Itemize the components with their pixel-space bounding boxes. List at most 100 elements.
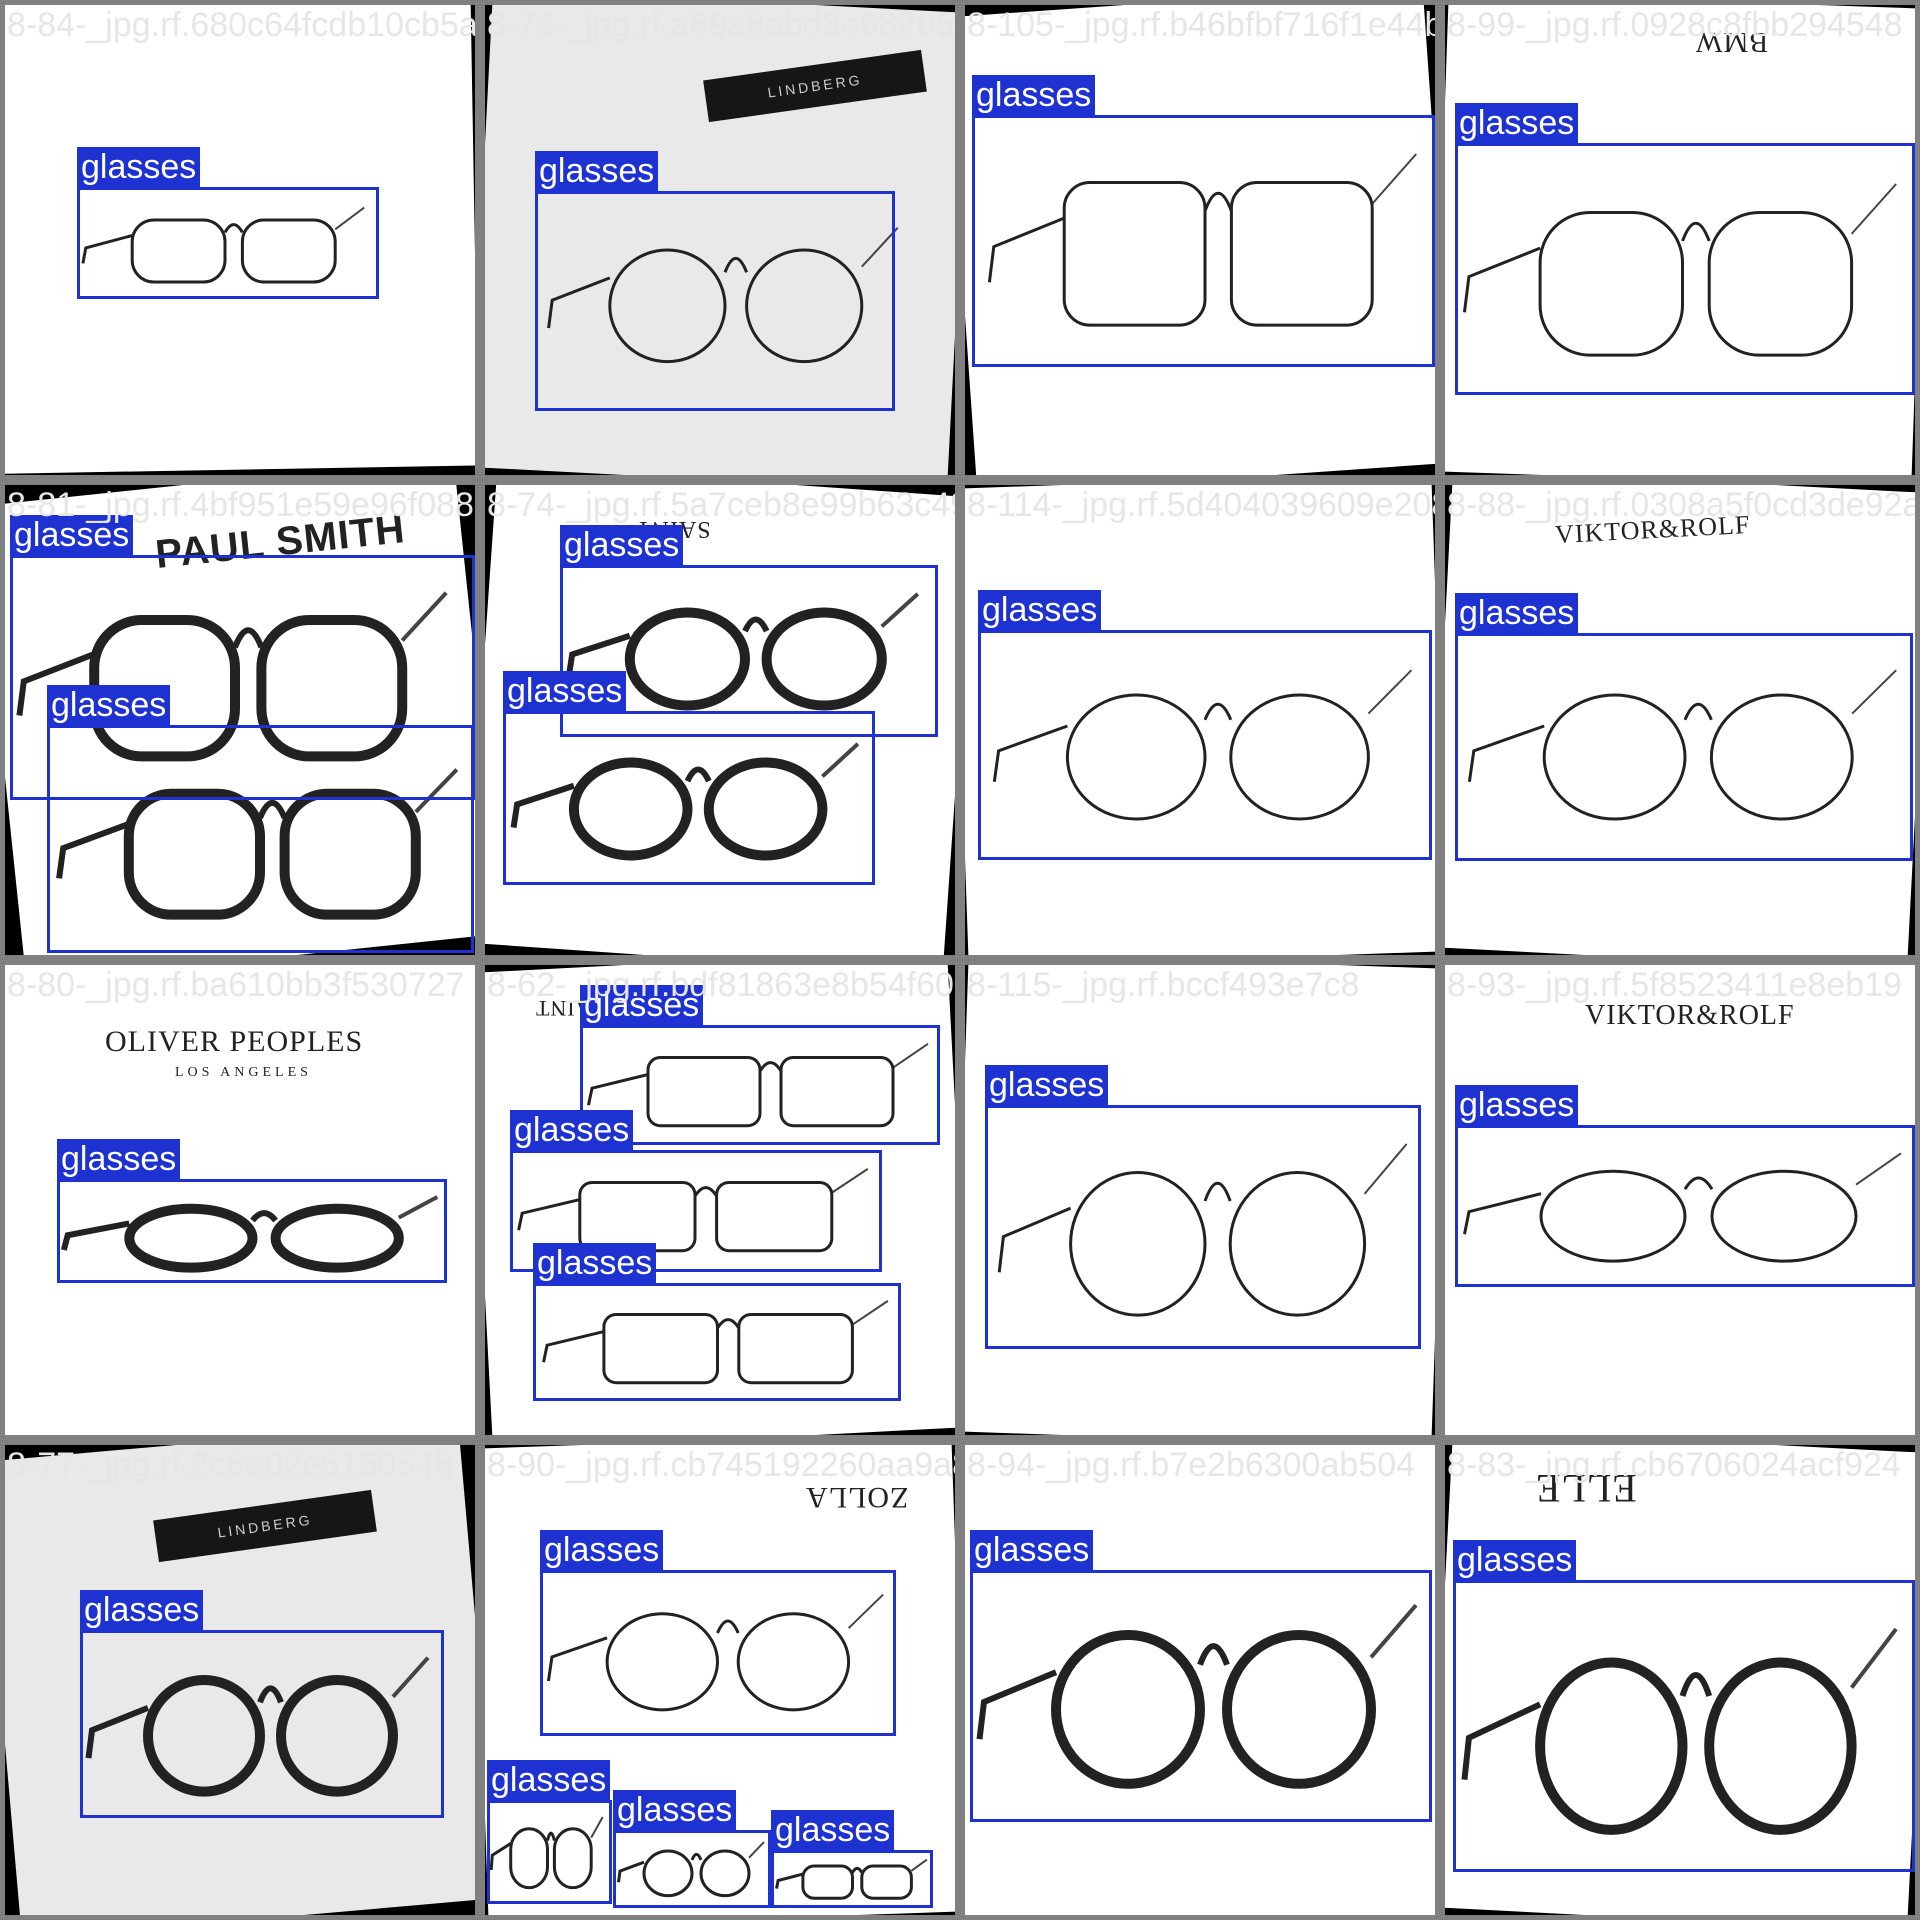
detection-box: glasses [1455, 103, 1915, 395]
detection-box: glasses [985, 1065, 1421, 1349]
glasses-object [995, 1115, 1415, 1345]
glasses-object [1460, 155, 1905, 385]
glasses-object [80, 195, 370, 295]
glasses-object [545, 205, 905, 385]
detection-box: glasses [503, 671, 875, 885]
glasses-frame-drawing [617, 1841, 765, 1898]
glasses-frame-drawing [565, 592, 920, 711]
glasses-object [545, 1575, 890, 1730]
glasses-object [1465, 645, 1905, 845]
glasses-frame-drawing [587, 1043, 929, 1128]
detection-label: glasses [535, 151, 659, 191]
detection-label: glasses [80, 1590, 204, 1630]
detection-label: glasses [1455, 103, 1579, 143]
image-tile: VIKTOR&ROLF glasses 8-93-_jpg.rf.5f8523411… [1445, 965, 1915, 1435]
image-tile: glasses 8-114-_jpg.rf.5d404039609e208 [965, 485, 1435, 955]
glasses-object [489, 1805, 605, 1900]
detection-label: glasses [978, 590, 1102, 630]
glasses-frame-drawing [1461, 1627, 1898, 1835]
glasses-object [565, 575, 925, 725]
detection-box: glasses [57, 1139, 447, 1283]
image-tile: LINDBERG glasses 8-73-_jpg.rf.a89a8abd3e68… [485, 5, 955, 475]
glasses-object [540, 1287, 895, 1397]
tile-filename: 8-88-_jpg.rf.0308a5f0cd3de92a7 [1447, 486, 1915, 524]
glasses-object [985, 125, 1425, 355]
glasses-object [775, 1853, 930, 1905]
detection-box: glasses [1455, 593, 1913, 861]
detection-box: glasses [580, 985, 940, 1145]
image-tile: glasses 8-94-_jpg.rf.b7e2b6300ab504 [965, 1445, 1435, 1915]
glasses-frame-drawing [987, 153, 1417, 327]
glasses-object [60, 1185, 445, 1280]
tile-filename: 8-105-_jpg.rf.b46bfbf716f1e44b69 [967, 6, 1435, 44]
tile-filename: 8-115-_jpg.rf.bccf493e7c8 [967, 966, 1360, 1004]
tile-filename: 8-99-_jpg.rf.0928c8fbb294548 [1447, 6, 1903, 44]
image-tile: SAINTglassesglasses8-74-_jpg.rf.5a7ceb8e… [485, 485, 955, 955]
detection-label: glasses [47, 685, 171, 725]
glasses-frame-drawing [489, 1816, 604, 1890]
glasses-object [585, 1030, 935, 1140]
tile-filename: 8-94-_jpg.rf.b7e2b6300ab504 [967, 1446, 1416, 1484]
detection-box: glasses [510, 1110, 882, 1272]
tile-filename: 8-93-_jpg.rf.5f8523411e8eb19 [1447, 966, 1902, 1004]
glasses-frame-drawing [56, 768, 459, 920]
detection-label: glasses [487, 1760, 611, 1800]
detection-box: glasses [560, 525, 938, 737]
detection-box: glasses [47, 685, 474, 953]
detection-label: glasses [510, 1110, 634, 1150]
tile-filename: 8-62-_jpg.rf.bdf81863e8b54f60 [487, 966, 954, 1004]
glasses-frame-drawing [510, 742, 860, 861]
photo-background [5, 965, 475, 1435]
detection-box: glasses [540, 1530, 896, 1736]
detection-box: glasses [972, 75, 1435, 367]
glasses-frame-drawing [547, 227, 899, 364]
brand-subtext: LOS ANGELES [175, 1065, 312, 1080]
tile-filename: 8-83-_jpg.rf.cb6706024acf924 [1447, 1446, 1901, 1484]
glasses-object [1460, 1135, 1910, 1280]
tile-filename: 8-114-_jpg.rf.5d404039609e208 [967, 486, 1435, 524]
detection-box: glasses [970, 1530, 1432, 1822]
detection-label: glasses [970, 1530, 1094, 1570]
detection-label: glasses [503, 671, 627, 711]
detection-label: glasses [972, 75, 1096, 115]
glasses-frame-drawing [60, 1195, 439, 1273]
image-tile: LINDBERG glasses 8-77-_jpg.rf.2c6e02e51505… [5, 1445, 475, 1915]
detection-box: glasses [613, 1790, 771, 1908]
brand-text: OLIVER PEOPLES [105, 1025, 364, 1058]
image-tile: OLIVER PEOPLES LOS ANGELES glasses 8-80-_jp… [5, 965, 475, 1435]
image-tile: ZOLLA glasses glasses glasses glasses 8-90-_j… [485, 1445, 955, 1915]
image-tile: glasses 8-115-_jpg.rf.bccf493e7c8 [965, 965, 1435, 1435]
brand-text: VIKTOR&ROLF [1585, 1000, 1795, 1031]
glasses-frame-drawing [546, 1593, 884, 1712]
image-tile: BMW glasses 8-99-_jpg.rf.0928c8fbb294548 [1445, 5, 1915, 475]
glasses-object [975, 1575, 1425, 1815]
detection-box: glasses [533, 1243, 901, 1401]
tile-filename: 8-73-_jpg.rf.a89a8abd3e68205223 [487, 6, 955, 44]
glasses-object [510, 725, 865, 875]
detection-label: glasses [771, 1810, 895, 1850]
glasses-object [85, 1635, 435, 1815]
detection-box: glasses [1455, 1085, 1915, 1287]
glasses-frame-drawing [85, 1656, 430, 1797]
image-tile: SAINT glasses glasses glasses 8-62-_jpg.rf.b… [485, 965, 955, 1435]
glasses-object [990, 645, 1420, 845]
detection-label: glasses [613, 1790, 737, 1830]
image-tile: VIKTOR&ROLF glasses 8-88-_jpg.rf.0308a5f0c… [1445, 485, 1915, 955]
glasses-frame-drawing [1463, 1152, 1902, 1263]
image-tile: glasses 8-84-_jpg.rf.680c64fcdb10cb5a3769… [5, 5, 475, 475]
detection-label: glasses [57, 1139, 181, 1179]
tile-filename: 8-81-_jpg.rf.4bf951e59e96f088 [7, 486, 474, 524]
tile-filename: 8-84-_jpg.rf.680c64fcdb10cb5a376998d1e56 [7, 6, 475, 44]
glasses-frame-drawing [992, 669, 1413, 821]
glasses-frame-drawing [81, 206, 365, 284]
detection-label: glasses [985, 1065, 1109, 1105]
glasses-object [1460, 1595, 1905, 1865]
detection-box: glasses [978, 590, 1432, 860]
glasses-frame-drawing [997, 1143, 1408, 1317]
glasses-frame-drawing [775, 1858, 928, 1900]
detection-label: glasses [533, 1243, 657, 1283]
detection-box: glasses [487, 1760, 612, 1904]
detection-box: glasses [1453, 1540, 1915, 1872]
image-tile: glasses 8-105-_jpg.rf.b46bfbf716f1e44b69 [965, 5, 1435, 475]
glasses-frame-drawing [542, 1300, 889, 1385]
